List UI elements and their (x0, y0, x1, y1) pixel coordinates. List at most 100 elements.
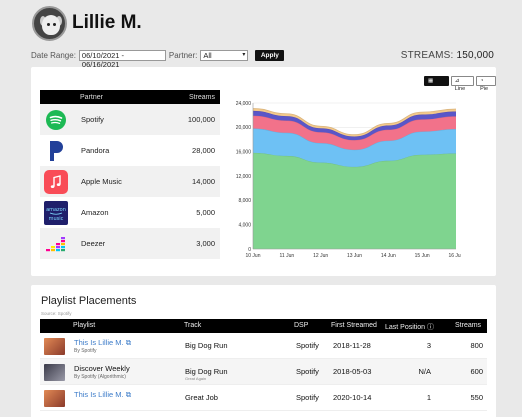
header-streams: Streams (455, 322, 482, 329)
playlist-card: Playlist Placements Source: Spotify Play… (31, 285, 496, 417)
x-tick-label: 16 Jun (448, 253, 461, 259)
artist-name: Lillie M. (72, 12, 142, 33)
playlist-cover-image (44, 390, 65, 407)
y-tick-label: 16,000 (236, 149, 252, 155)
playlist-streams: 550 (470, 393, 483, 402)
last-position: 1 (426, 393, 431, 402)
svg-text:amazon: amazon (46, 207, 66, 213)
amazon-music-icon: amazon music (44, 200, 68, 225)
dsp-name: Spotify (296, 367, 319, 376)
partner-row-amazon: amazon music Amazon 5,000 (40, 197, 220, 228)
playlist-streams: 600 (470, 367, 483, 376)
table-row[interactable]: This Is Lillie M. ⧉ Great Job Spotify 20… (40, 385, 487, 411)
partner-name: Apple Music (81, 177, 122, 186)
dsp-name: Spotify (296, 393, 319, 402)
profile-header: Lillie M. (32, 5, 142, 41)
playlist-streams: 800 (470, 341, 483, 350)
deezer-icon (44, 232, 68, 256)
playlist-source-note: Source: Spotify (41, 311, 72, 316)
header-playlist: Playlist (73, 322, 96, 329)
date-range-label: Date Range: (31, 51, 76, 60)
streams-area-chart: 0 4,000 8,000 12,000 16,000 20,000 24,000 10 Ju… (236, 101, 461, 259)
track-name: Big Dog Run (185, 341, 228, 350)
playlist-cover-image (44, 364, 65, 381)
partner-row-deezer: Deezer 3,000 (40, 228, 220, 259)
partner-select[interactable]: All ▾ (200, 50, 249, 61)
streams-total: STREAMS: 150,000 (401, 50, 494, 61)
y-tick-label: 4,000 (238, 222, 251, 228)
playlist-table: Playlist Track DSP First Streamed Last P… (40, 319, 487, 411)
svg-text:music: music (49, 216, 64, 222)
header-dsp: DSP (294, 322, 309, 329)
playlist-link[interactable]: This Is Lillie M. ⧉ (74, 390, 132, 399)
header-first-streamed: First Streamed (331, 322, 377, 329)
playlist-section-title: Playlist Placements (41, 295, 137, 307)
chevron-down-icon: ▾ (242, 52, 246, 58)
playlist-name: Discover Weekly (74, 364, 130, 373)
partner-label: Partner: (168, 51, 198, 60)
last-position: N/A (418, 367, 431, 376)
partner-streams: 5,000 (196, 208, 215, 217)
partner-name: Pandora (81, 146, 110, 155)
spotify-icon (44, 108, 68, 132)
apply-button[interactable]: Apply (255, 50, 285, 61)
x-tick-label: 10 Jun (245, 253, 260, 259)
partner-row-apple-music: Apple Music 14,000 (40, 166, 220, 197)
playlist-cover-image (44, 338, 65, 355)
y-tick-label: 24,000 (236, 101, 252, 107)
apple-music-icon (44, 169, 68, 194)
partner-name: Spotify (81, 115, 104, 124)
chart-type-toggle: ▦ Area ⊿ Line ◔ Pie (424, 76, 496, 92)
pandora-icon (44, 139, 68, 163)
info-icon[interactable]: ⓘ (427, 324, 435, 331)
date-range-input[interactable]: 06/10/2021 - 06/16/2021 (78, 50, 166, 69)
track-name: Great Job (185, 393, 218, 402)
playlist-owner: By Spotify (Algorithmic) (74, 374, 126, 380)
header-streams: Streams (188, 93, 215, 101)
external-link-icon: ⧉ (125, 338, 132, 347)
dsp-name: Spotify (296, 341, 319, 350)
y-tick-label: 0 (248, 247, 251, 253)
streams-total-value: 150,000 (456, 50, 494, 61)
filter-bar: Date Range: 06/10/2021 - 06/16/2021 Part… (31, 50, 285, 69)
partners-table-header: Partner Streams (40, 90, 220, 104)
track-name: Big Dog Run (185, 367, 228, 376)
first-streamed: 2018-11-28 (333, 341, 371, 350)
partners-table: Partner Streams Spotify 100,000 Pandora … (40, 90, 220, 259)
playlist-owner: By Spotify (74, 348, 97, 354)
area-chart-button[interactable]: ▦ Area (424, 76, 449, 92)
x-tick-label: 13 Jun (347, 253, 362, 259)
table-row[interactable]: Discover Weekly By Spotify (Algorithmic)… (40, 359, 487, 385)
x-tick-label: 11 Jun (280, 253, 295, 259)
streams-total-label: STREAMS: (400, 50, 454, 61)
header-last-position: Last Position ⓘ (385, 324, 435, 331)
area-series-0[interactable] (253, 152, 456, 249)
partner-streams: 100,000 (187, 115, 215, 124)
partner-name: Deezer (81, 239, 106, 248)
first-streamed: 2020-10-14 (333, 393, 372, 402)
header-partner: Partner (80, 93, 103, 101)
last-position: 3 (426, 341, 431, 350)
partner-streams: 14,000 (192, 177, 215, 186)
partner-streams: 3,000 (196, 239, 215, 248)
y-tick-label: 12,000 (236, 174, 252, 180)
y-tick-label: 8,000 (238, 198, 251, 204)
avatar[interactable] (32, 5, 67, 41)
partner-streams: 28,000 (192, 146, 215, 155)
series-line-4 (252, 108, 457, 136)
line-chart-button[interactable]: ⊿ Line (450, 76, 475, 92)
partner-name: Amazon (81, 208, 109, 217)
x-tick-label: 14 Jun (381, 253, 396, 259)
playlist-table-header: Playlist Track DSP First Streamed Last P… (40, 319, 487, 333)
pie-chart-button[interactable]: ◔ Pie (476, 76, 496, 92)
partner-row-spotify: Spotify 100,000 (40, 104, 220, 135)
header-track: Track (184, 322, 202, 329)
x-tick-label: 12 Jun (313, 253, 328, 259)
streams-card: Partner Streams Spotify 100,000 Pandora … (31, 67, 496, 276)
track-album: Great Again (185, 376, 207, 381)
y-tick-label: 20,000 (236, 125, 252, 131)
playlist-link[interactable]: This Is Lillie M. ⧉ (74, 338, 132, 347)
external-link-icon: ⧉ (125, 390, 132, 399)
table-row[interactable]: This Is Lillie M. ⧉ By Spotify Big Dog R… (40, 333, 487, 359)
x-tick-label: 15 Jun (415, 253, 430, 259)
